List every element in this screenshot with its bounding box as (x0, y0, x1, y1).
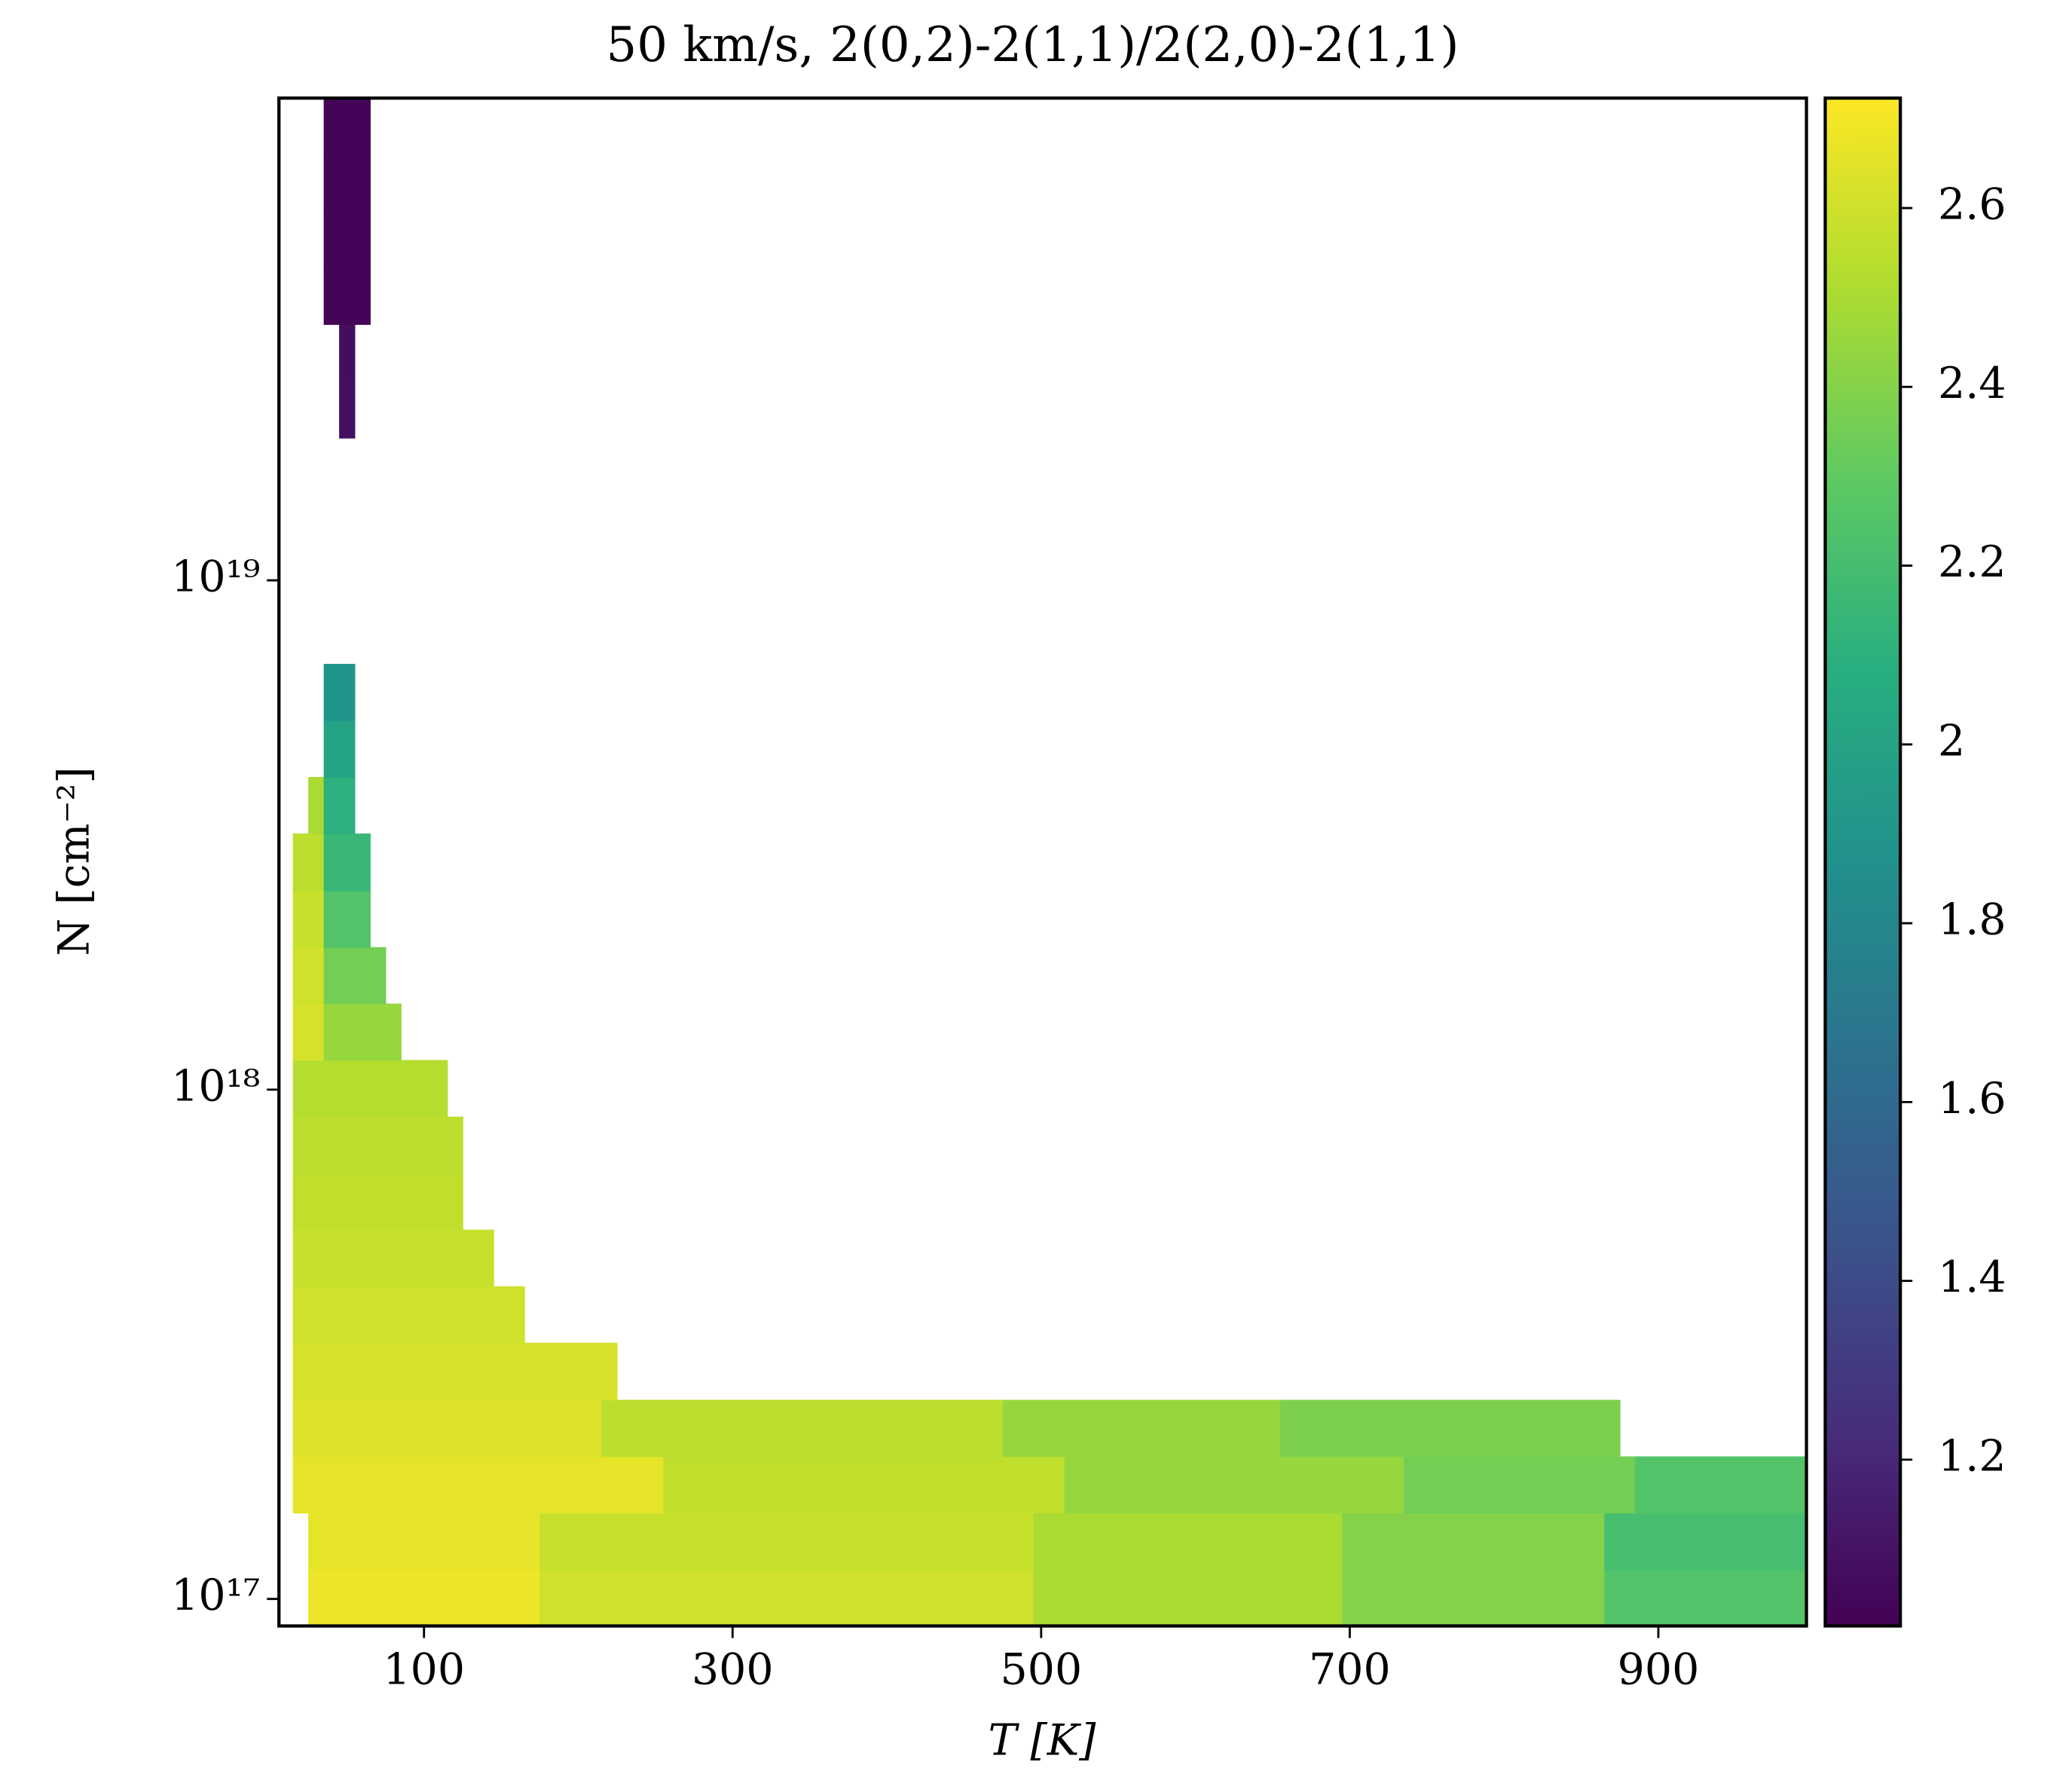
colorbar-tick-label: 1.6 (1938, 1074, 2006, 1124)
heatmap-cell (292, 1456, 665, 1514)
x-tick-label: 700 (1309, 1644, 1391, 1694)
heatmap-cell (323, 211, 371, 269)
heatmap-cell (1404, 1456, 1637, 1514)
heatmap-cell (292, 1003, 325, 1061)
heatmap-cell (308, 1569, 541, 1627)
heatmap-cell (323, 947, 387, 1005)
heatmap-cell (1064, 1456, 1404, 1514)
x-tick-label: 900 (1618, 1644, 1700, 1694)
y-tick-label: 10¹⁷ (171, 1571, 260, 1620)
heatmap-cell (323, 663, 356, 721)
heatmap (292, 98, 1806, 1627)
heatmap-cell (292, 833, 325, 892)
heatmap-cell (539, 1513, 1034, 1571)
chart-title: 50 km/s, 2(0,2)-2(1,1)/2(2,0)-2(1,1) (607, 17, 1459, 73)
heatmap-cell (308, 776, 325, 834)
heatmap-cell (292, 1173, 463, 1231)
colorbar-tick-label: 2.6 (1938, 180, 2006, 230)
heatmap-cell (323, 720, 356, 778)
heatmap-cell (1635, 1456, 1806, 1514)
heatmap-cell (292, 947, 325, 1005)
heatmap-cell (1033, 1569, 1343, 1627)
y-tick-label: 10¹⁸ (171, 1061, 260, 1111)
heatmap-cell (323, 1003, 402, 1061)
colorbar-tick-label: 2 (1938, 716, 1965, 766)
x-tick-label: 300 (692, 1644, 774, 1694)
heatmap-cell (539, 1569, 1034, 1627)
heatmap-cell (323, 154, 371, 213)
x-axis-label: T [K] (988, 1716, 1096, 1766)
heatmap-cell (308, 1513, 541, 1571)
colorbar-tick-label: 1.8 (1938, 895, 2006, 945)
heatmap-cell (292, 1342, 618, 1401)
heatmap-cell (292, 1116, 463, 1174)
colorbar-tick-label: 2.4 (1938, 359, 2006, 408)
heatmap-cell (1002, 1399, 1282, 1457)
heatmap-cell (323, 833, 371, 892)
y-axis-label: N [cm⁻²] (50, 766, 99, 956)
colorbar-tick-label: 1.2 (1938, 1431, 2006, 1481)
heatmap-cell (1033, 1513, 1343, 1571)
heatmap-cell (292, 1060, 448, 1118)
heatmap-cell (1342, 1513, 1606, 1571)
heatmap-cell (1342, 1569, 1606, 1627)
heatmap-cell (292, 1229, 494, 1287)
heatmap-cell (292, 1399, 603, 1457)
colorbar (1823, 96, 1902, 1628)
x-tick-label: 500 (1001, 1644, 1083, 1694)
colorbar-tick-label: 1.4 (1938, 1253, 2006, 1302)
heatmap-cell (323, 776, 356, 834)
x-tick-label: 100 (383, 1644, 465, 1694)
colorbar-tick-label: 2.2 (1938, 537, 2006, 587)
heatmap-cell (323, 98, 371, 156)
heatmap-cell (292, 1286, 525, 1344)
heatmap-cell (1604, 1569, 1806, 1627)
heatmap-cell (323, 890, 371, 948)
plot-frame (277, 96, 1808, 1628)
heatmap-cell (339, 324, 356, 382)
heatmap-cell (1604, 1513, 1806, 1571)
heatmap-cell (339, 381, 356, 439)
heatmap-cell (601, 1399, 1004, 1457)
heatmap-cell (663, 1456, 1065, 1514)
y-tick-label: 10¹⁹ (171, 552, 260, 602)
heatmap-cell (292, 890, 325, 948)
heatmap-cell (1280, 1399, 1621, 1457)
heatmap-cell (323, 268, 371, 326)
